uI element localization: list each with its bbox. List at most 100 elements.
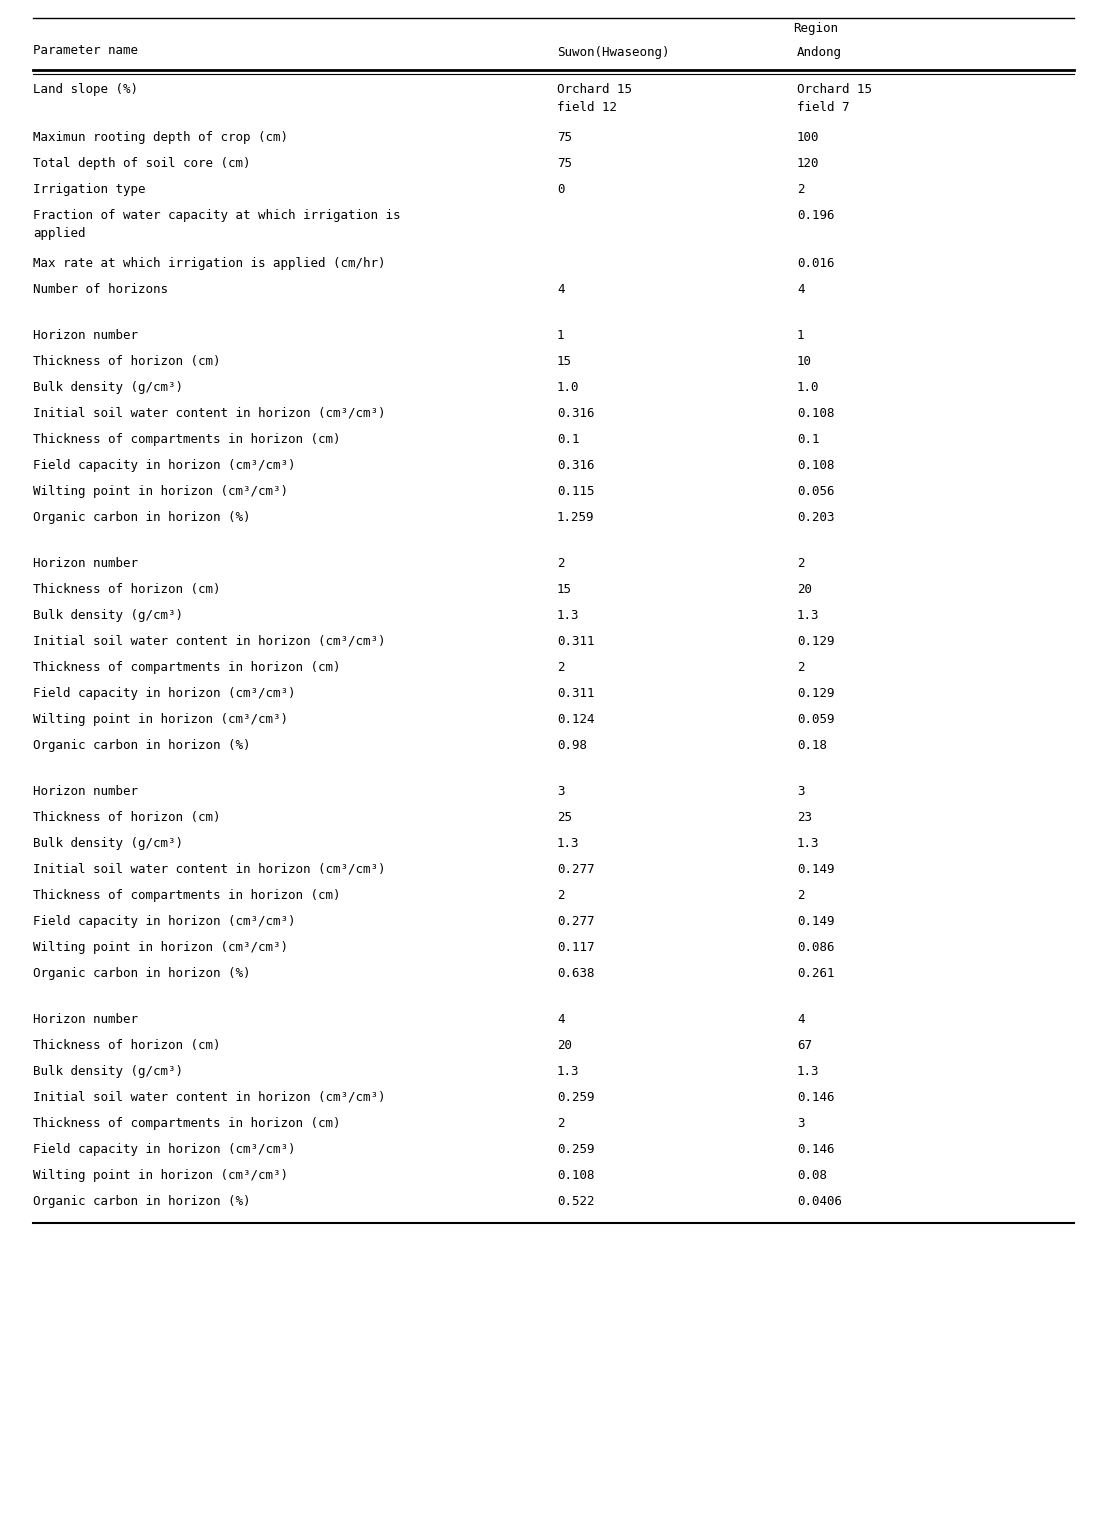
Text: 20: 20 <box>797 583 813 597</box>
Text: 15: 15 <box>557 356 572 368</box>
Text: Wilting point in horizon (cm³/cm³): Wilting point in horizon (cm³/cm³) <box>33 942 288 954</box>
Text: 0.311: 0.311 <box>557 635 594 649</box>
Text: 0.0406: 0.0406 <box>797 1195 842 1209</box>
Text: Land slope (%): Land slope (%) <box>33 82 138 96</box>
Text: 0.311: 0.311 <box>557 687 594 700</box>
Text: Wilting point in horizon (cm³/cm³): Wilting point in horizon (cm³/cm³) <box>33 1169 288 1183</box>
Text: 2: 2 <box>557 1117 565 1129</box>
Text: Number of horizons: Number of horizons <box>33 282 168 296</box>
Text: Horizon number: Horizon number <box>33 330 138 342</box>
Text: Fraction of water capacity at which irrigation is
applied: Fraction of water capacity at which irri… <box>33 209 401 240</box>
Text: Wilting point in horizon (cm³/cm³): Wilting point in horizon (cm³/cm³) <box>33 713 288 726</box>
Text: 20: 20 <box>557 1039 572 1051</box>
Text: 67: 67 <box>797 1039 813 1051</box>
Text: Parameter name: Parameter name <box>33 44 138 56</box>
Text: 0.146: 0.146 <box>797 1143 835 1157</box>
Text: 4: 4 <box>797 1013 805 1025</box>
Text: 120: 120 <box>797 157 819 169</box>
Text: 0.016: 0.016 <box>797 256 835 270</box>
Text: 0.316: 0.316 <box>557 407 594 420</box>
Text: Organic carbon in horizon (%): Organic carbon in horizon (%) <box>33 967 250 980</box>
Text: Field capacity in horizon (cm³/cm³): Field capacity in horizon (cm³/cm³) <box>33 687 296 700</box>
Text: 2: 2 <box>557 557 565 571</box>
Text: 4: 4 <box>557 282 565 296</box>
Text: 0.059: 0.059 <box>797 713 835 726</box>
Text: Irrigation type: Irrigation type <box>33 183 145 195</box>
Text: 1: 1 <box>797 330 805 342</box>
Text: Thickness of horizon (cm): Thickness of horizon (cm) <box>33 1039 220 1051</box>
Text: 25: 25 <box>557 810 572 824</box>
Text: 0.146: 0.146 <box>797 1091 835 1103</box>
Text: 100: 100 <box>797 131 819 143</box>
Text: 2: 2 <box>797 661 805 674</box>
Text: 0.108: 0.108 <box>797 459 835 472</box>
Text: 0.522: 0.522 <box>557 1195 594 1209</box>
Text: 1.0: 1.0 <box>557 382 579 394</box>
Text: Max rate at which irrigation is applied (cm/hr): Max rate at which irrigation is applied … <box>33 256 385 270</box>
Text: 0.149: 0.149 <box>797 864 835 876</box>
Text: 2: 2 <box>557 661 565 674</box>
Text: 0.108: 0.108 <box>797 407 835 420</box>
Text: Organic carbon in horizon (%): Organic carbon in horizon (%) <box>33 1195 250 1209</box>
Text: Horizon number: Horizon number <box>33 1013 138 1025</box>
Text: Thickness of compartments in horizon (cm): Thickness of compartments in horizon (cm… <box>33 661 341 674</box>
Text: 75: 75 <box>557 131 572 143</box>
Text: 0.117: 0.117 <box>557 942 594 954</box>
Text: 1.259: 1.259 <box>557 511 594 523</box>
Text: Field capacity in horizon (cm³/cm³): Field capacity in horizon (cm³/cm³) <box>33 1143 296 1157</box>
Text: 0: 0 <box>557 183 565 195</box>
Text: Field capacity in horizon (cm³/cm³): Field capacity in horizon (cm³/cm³) <box>33 459 296 472</box>
Text: Bulk density (g/cm³): Bulk density (g/cm³) <box>33 382 183 394</box>
Text: 23: 23 <box>797 810 813 824</box>
Text: 1.3: 1.3 <box>797 609 819 623</box>
Text: 1.3: 1.3 <box>557 836 579 850</box>
Text: 1: 1 <box>557 330 565 342</box>
Text: 0.18: 0.18 <box>797 739 827 752</box>
Text: Andong: Andong <box>797 46 842 60</box>
Text: 0.129: 0.129 <box>797 687 835 700</box>
Text: 0.277: 0.277 <box>557 916 594 928</box>
Text: Horizon number: Horizon number <box>33 784 138 798</box>
Text: 2: 2 <box>557 890 565 902</box>
Text: Field capacity in horizon (cm³/cm³): Field capacity in horizon (cm³/cm³) <box>33 916 296 928</box>
Text: 3: 3 <box>557 784 565 798</box>
Text: 0.203: 0.203 <box>797 511 835 523</box>
Text: Bulk density (g/cm³): Bulk density (g/cm³) <box>33 609 183 623</box>
Text: 0.149: 0.149 <box>797 916 835 928</box>
Text: 0.277: 0.277 <box>557 864 594 876</box>
Text: Thickness of compartments in horizon (cm): Thickness of compartments in horizon (cm… <box>33 433 341 446</box>
Text: 3: 3 <box>797 784 805 798</box>
Text: Initial soil water content in horizon (cm³/cm³): Initial soil water content in horizon (c… <box>33 1091 385 1103</box>
Text: 75: 75 <box>557 157 572 169</box>
Text: Initial soil water content in horizon (cm³/cm³): Initial soil water content in horizon (c… <box>33 864 385 876</box>
Text: Thickness of compartments in horizon (cm): Thickness of compartments in horizon (cm… <box>33 890 341 902</box>
Text: 0.08: 0.08 <box>797 1169 827 1183</box>
Text: 0.115: 0.115 <box>557 485 594 497</box>
Text: Thickness of compartments in horizon (cm): Thickness of compartments in horizon (cm… <box>33 1117 341 1129</box>
Text: 1.3: 1.3 <box>557 609 579 623</box>
Text: Orchard 15
field 12: Orchard 15 field 12 <box>557 82 632 114</box>
Text: 0.261: 0.261 <box>797 967 835 980</box>
Text: 0.129: 0.129 <box>797 635 835 649</box>
Text: 0.1: 0.1 <box>797 433 819 446</box>
Text: 2: 2 <box>797 890 805 902</box>
Text: 0.124: 0.124 <box>557 713 594 726</box>
Text: 1.3: 1.3 <box>557 1065 579 1077</box>
Text: 0.259: 0.259 <box>557 1091 594 1103</box>
Text: Organic carbon in horizon (%): Organic carbon in horizon (%) <box>33 739 250 752</box>
Text: Region: Region <box>793 21 838 35</box>
Text: Suwon(Hwaseong): Suwon(Hwaseong) <box>557 46 670 60</box>
Text: Initial soil water content in horizon (cm³/cm³): Initial soil water content in horizon (c… <box>33 407 385 420</box>
Text: 0.638: 0.638 <box>557 967 594 980</box>
Text: 0.98: 0.98 <box>557 739 587 752</box>
Text: Orchard 15
field 7: Orchard 15 field 7 <box>797 82 872 114</box>
Text: 10: 10 <box>797 356 813 368</box>
Text: Bulk density (g/cm³): Bulk density (g/cm³) <box>33 1065 183 1077</box>
Text: 1.3: 1.3 <box>797 1065 819 1077</box>
Text: 4: 4 <box>557 1013 565 1025</box>
Text: Wilting point in horizon (cm³/cm³): Wilting point in horizon (cm³/cm³) <box>33 485 288 497</box>
Text: Initial soil water content in horizon (cm³/cm³): Initial soil water content in horizon (c… <box>33 635 385 649</box>
Text: 0.086: 0.086 <box>797 942 835 954</box>
Text: 15: 15 <box>557 583 572 597</box>
Text: Thickness of horizon (cm): Thickness of horizon (cm) <box>33 583 220 597</box>
